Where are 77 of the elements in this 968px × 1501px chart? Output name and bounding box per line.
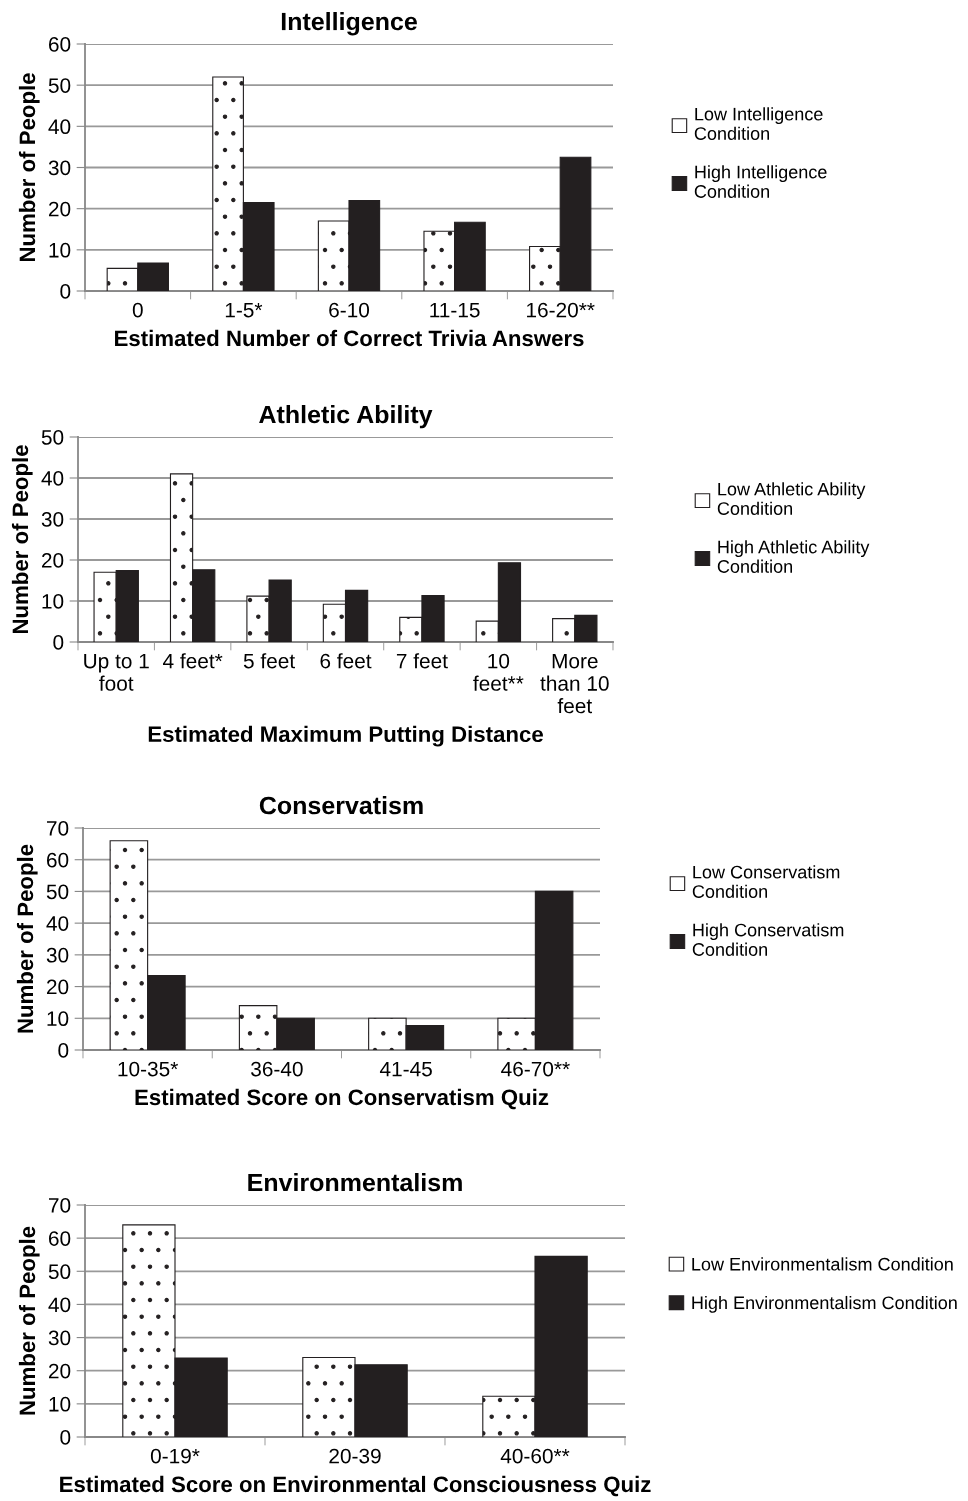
x-tick-label: 36-40 — [251, 1061, 303, 1077]
y-tick-label: 20 — [46, 979, 69, 995]
legend-label: High Athletic Ability Condition — [717, 540, 870, 573]
x-tick-label: 10 feet** — [473, 653, 524, 691]
y-axis-title: Number of People — [16, 844, 38, 1033]
y-tick-label: 60 — [49, 37, 71, 52]
bar — [147, 974, 186, 1050]
x-tick-label: Up to 1 foot — [84, 653, 149, 691]
legend-label: Low Athletic Ability Condition — [717, 482, 866, 515]
bar — [115, 570, 139, 642]
y-tick-label: 60 — [47, 852, 69, 868]
y-tick-label: 10 — [42, 594, 64, 609]
x-tick-label: 6-10 — [329, 302, 370, 318]
legend-label: Low Conservatism Condition — [692, 865, 840, 898]
legend-label: High Conservatism Condition — [692, 923, 844, 956]
bar — [192, 569, 216, 642]
legend-label: High Intelligence Condition — [694, 165, 827, 198]
x-tick-label: More than 10 feet — [540, 653, 609, 714]
x-tick-label: 1-5* — [225, 302, 263, 318]
y-tick-label: 10 — [49, 1396, 71, 1412]
bar — [421, 595, 445, 642]
y-tick-label: 30 — [48, 1330, 71, 1346]
bar — [137, 262, 169, 291]
y-tick-label: 40 — [48, 1297, 71, 1313]
y-tick-label: 70 — [47, 821, 69, 836]
x-tick-label: 7 feet — [396, 653, 448, 669]
x-axis-title: Estimated Score on Conservatism Quiz — [135, 1088, 549, 1110]
x-tick-label: 10-35* — [118, 1061, 178, 1077]
x-tick-label: 0-19* — [150, 1448, 200, 1464]
legend-label: Low Environmentalism Condition — [692, 1257, 953, 1271]
y-tick-label: 40 — [48, 119, 71, 135]
x-tick-label: 40-60** — [500, 1448, 570, 1464]
x-tick-label: 20-39 — [329, 1448, 381, 1464]
y-tick-label: 50 — [48, 1264, 71, 1280]
x-tick-label: 41-45 — [379, 1061, 432, 1077]
chart-title: Intelligence — [281, 11, 417, 36]
x-tick-label: 6 feet — [320, 653, 372, 669]
y-tick-label: 0 — [58, 1043, 69, 1058]
bar — [534, 1255, 588, 1437]
legend-label: High Environmentalism Condition — [692, 1295, 957, 1313]
y-tick-label: 40 — [41, 471, 64, 486]
y-tick-label: 60 — [49, 1231, 71, 1246]
y-axis-title: Number of People — [18, 73, 40, 262]
x-tick-label: 46-70** — [501, 1061, 570, 1077]
x-tick-label: 11-15 — [430, 302, 480, 318]
y-tick-label: 50 — [48, 78, 71, 93]
y-tick-label: 10 — [49, 242, 71, 258]
x-axis-title: Estimated Score on Environmental Consciousness Quiz — [60, 1475, 651, 1497]
y-tick-label: 0 — [60, 1430, 71, 1445]
bar — [534, 890, 574, 1050]
y-tick-label: 10 — [47, 1011, 69, 1027]
x-tick-label: 5 feet — [243, 653, 295, 669]
y-tick-label: 30 — [48, 160, 71, 176]
legend-label: Low Intelligence Condition — [694, 107, 823, 140]
y-axis-title: Number of People — [18, 1226, 40, 1415]
y-tick-label: 50 — [46, 884, 69, 900]
y-tick-label: 0 — [60, 284, 71, 299]
x-axis-title: Estimated Maximum Putting Distance — [148, 725, 543, 747]
chart-title: Athletic Ability — [259, 404, 433, 429]
bar — [344, 589, 369, 642]
y-tick-label: 70 — [49, 1198, 71, 1213]
x-tick-label: 0 — [132, 302, 143, 318]
y-tick-label: 0 — [53, 635, 64, 650]
chart-title: Conservatism — [259, 795, 423, 815]
y-tick-label: 20 — [41, 553, 64, 568]
x-tick-label: 4 feet* — [163, 653, 223, 669]
bar — [454, 221, 486, 291]
chart-title: Environmentalism — [248, 1172, 462, 1192]
y-tick-label: 20 — [48, 201, 71, 217]
y-axis-title: Number of People — [11, 445, 33, 634]
y-tick-label: 50 — [41, 430, 64, 445]
y-tick-label: 30 — [41, 512, 64, 527]
x-axis-title: Estimated Number of Correct Trivia Answers — [115, 329, 584, 347]
y-tick-label: 30 — [46, 947, 69, 963]
y-tick-label: 40 — [46, 916, 69, 931]
x-tick-label: 16-20** — [527, 302, 595, 318]
y-tick-label: 20 — [48, 1363, 71, 1379]
